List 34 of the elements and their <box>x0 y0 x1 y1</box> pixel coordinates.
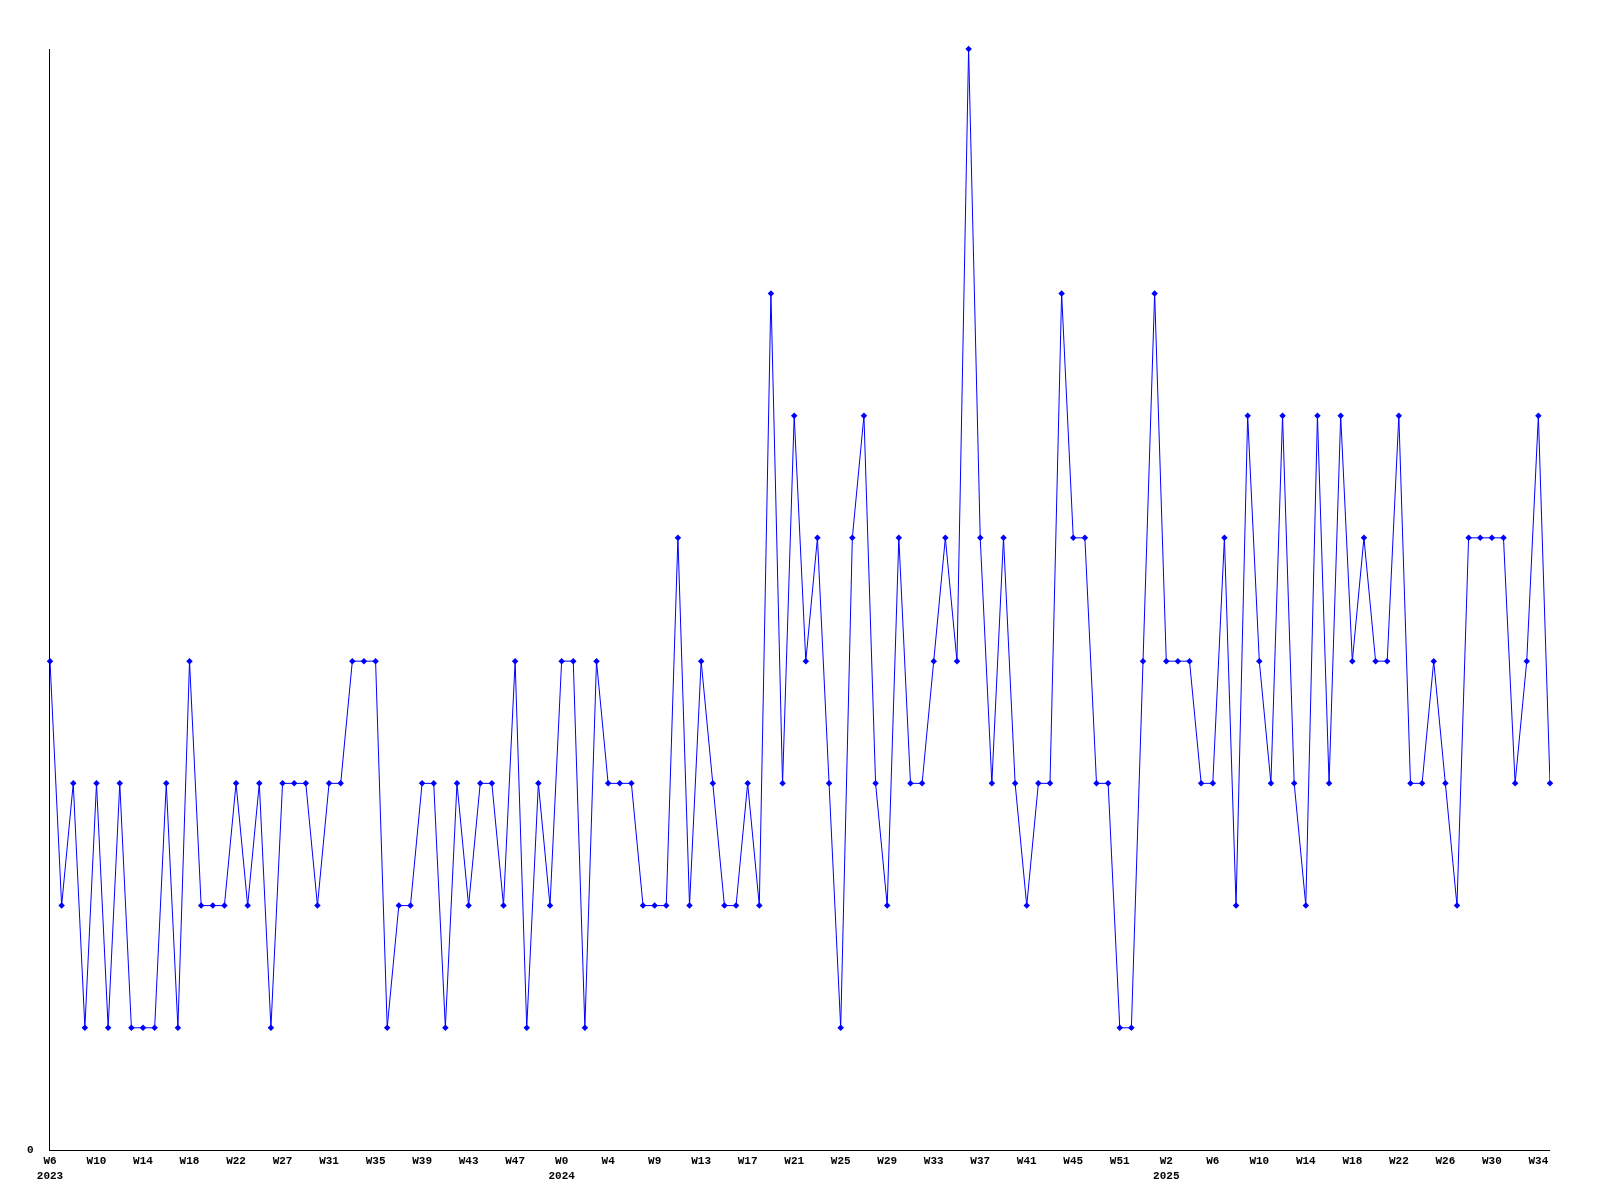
x-tick-label: W13 <box>691 1155 712 1168</box>
x-tick-label: W2 2025 <box>1153 1155 1180 1182</box>
x-tick-label: W47 <box>505 1155 526 1168</box>
x-tick-label: W45 <box>1063 1155 1084 1168</box>
x-tick-label: W31 <box>319 1155 340 1168</box>
x-tick-label: W4 <box>601 1155 616 1168</box>
x-tick-label: W33 <box>923 1155 945 1168</box>
x-tick-label: W35 <box>365 1155 386 1168</box>
x-tick-label: W25 <box>830 1155 851 1168</box>
x-tick-label: W0 2024 <box>548 1155 576 1182</box>
x-tick-label: W14 <box>133 1155 154 1168</box>
x-tick-label: W9 <box>648 1155 662 1168</box>
x-tick-label: W6 <box>1206 1155 1220 1168</box>
x-tick-label: W34 <box>1528 1155 1549 1168</box>
x-tick-label: W27 <box>272 1155 293 1168</box>
x-tick-label: W10 <box>86 1155 107 1168</box>
text: 0 <box>27 1144 34 1156</box>
x-tick-label: W22 <box>226 1155 246 1168</box>
x-tick-label: W43 <box>458 1155 479 1168</box>
x-tick-label: W51 <box>1109 1155 1131 1168</box>
x-tick-label: W21 <box>784 1155 805 1168</box>
x-tick-label: W18 <box>1342 1155 1363 1168</box>
x-tick-label: W41 <box>1016 1155 1038 1168</box>
x-tick-label: W30 <box>1481 1155 1502 1168</box>
x-tick-label: W26 <box>1435 1155 1456 1168</box>
x-tick-label: W39 <box>412 1155 432 1168</box>
x-tick-label: W22 <box>1388 1155 1409 1168</box>
x-tick-label: W17 <box>737 1155 758 1168</box>
x-tick-label: W37 <box>970 1155 991 1168</box>
x-tick-label: W6 2023 <box>36 1155 64 1182</box>
x-tick-label: W29 <box>877 1155 898 1168</box>
x-tick-label: W14 <box>1295 1155 1317 1168</box>
x-tick-label: W10 <box>1249 1155 1270 1168</box>
x-tick-label: W18 <box>179 1155 200 1168</box>
